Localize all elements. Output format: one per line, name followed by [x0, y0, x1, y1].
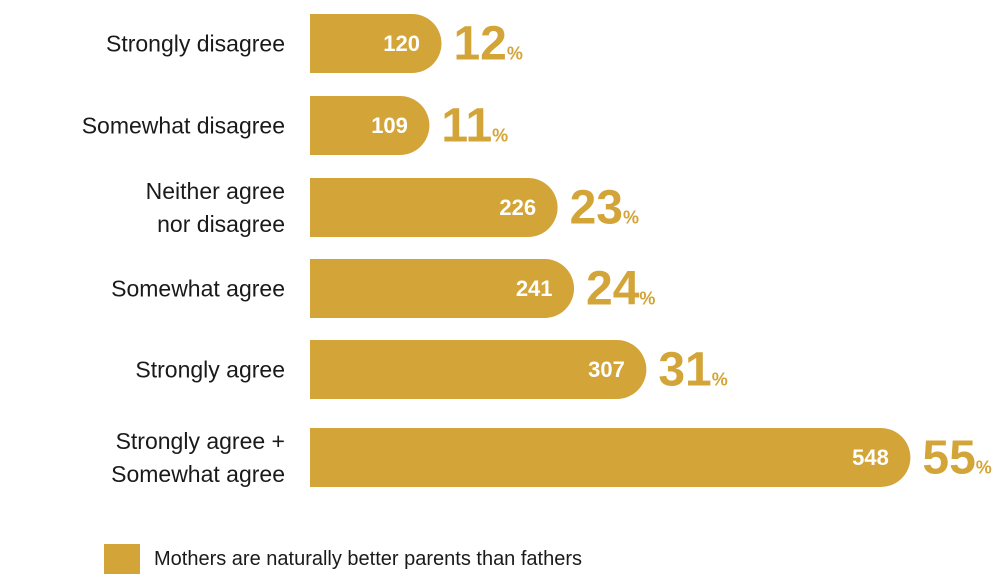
legend-label: Mothers are naturally better parents tha…: [154, 547, 583, 570]
bar-4: [310, 259, 575, 318]
bar-5: [310, 340, 647, 399]
legend-swatch: [104, 544, 140, 574]
percent-label-1: 12%: [453, 18, 522, 71]
bar-1: [310, 14, 442, 73]
value-label-6: 548: [852, 445, 889, 470]
value-label-1: 120: [383, 31, 420, 56]
category-label-3: Neither agree nor disagree: [146, 178, 285, 237]
category-label-4: Somewhat agree: [111, 276, 285, 302]
bar-3: [310, 178, 558, 237]
percent-label-2: 11%: [441, 100, 508, 153]
percent-label-3: 23%: [570, 182, 639, 235]
category-label-1: Strongly disagree: [106, 31, 285, 57]
category-label-2: Somewhat disagree: [82, 113, 285, 139]
bar-2: [310, 96, 430, 155]
percent-label-5: 31%: [658, 344, 727, 397]
value-label-3: 226: [499, 195, 536, 220]
percent-label-6: 55%: [922, 432, 991, 485]
value-label-2: 109: [371, 113, 408, 138]
percent-label-4: 24%: [586, 263, 655, 316]
value-label-5: 307: [588, 357, 625, 382]
category-label-6: Strongly agree + Somewhat agree: [111, 428, 285, 487]
bar-6: [310, 428, 911, 487]
category-label-5: Strongly agree: [135, 357, 285, 383]
legend: Mothers are naturally better parents tha…: [104, 544, 582, 574]
value-label-4: 241: [516, 276, 553, 301]
